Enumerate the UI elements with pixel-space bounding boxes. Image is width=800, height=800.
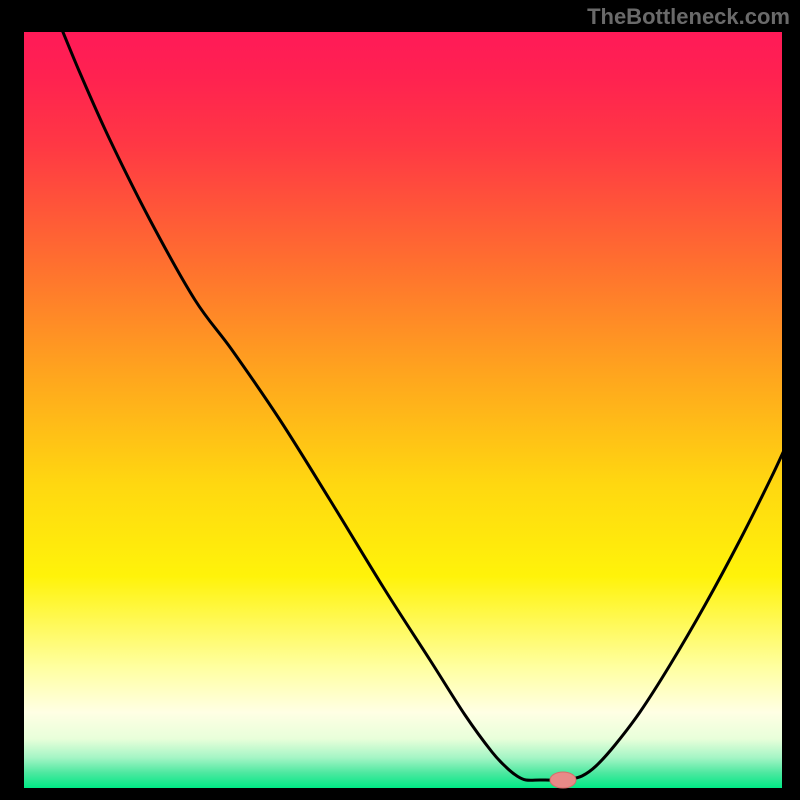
bottleneck-chart	[0, 0, 800, 800]
chart-frame: TheBottleneck.com	[0, 0, 800, 800]
watermark-text: TheBottleneck.com	[587, 4, 790, 30]
optimal-marker	[550, 772, 576, 788]
plot-background	[24, 32, 782, 788]
